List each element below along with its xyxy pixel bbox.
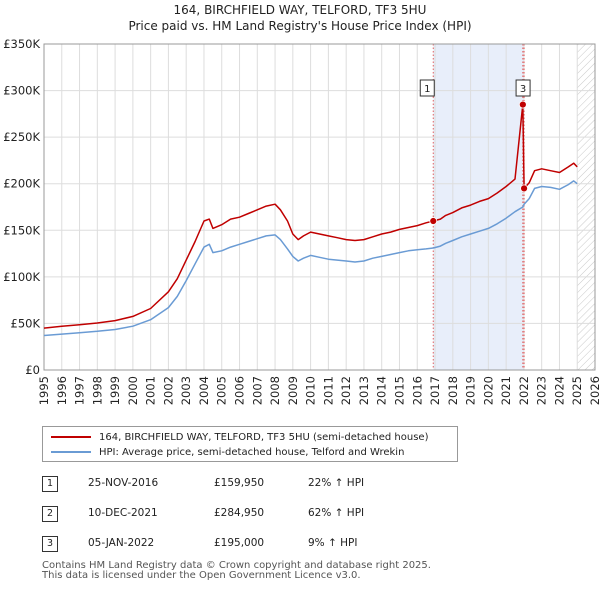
y-tick-label: £200K	[3, 177, 40, 191]
hpi-line	[43, 180, 578, 337]
x-tick-label: 2006	[233, 376, 247, 405]
sale-date: 10-DEC-2021	[88, 507, 158, 519]
x-tick-label: 2015	[392, 376, 406, 405]
x-tick-label: 2011	[321, 376, 335, 405]
x-tick-label: 2013	[357, 376, 371, 405]
y-tick-label: £300K	[3, 84, 40, 98]
sale-date: 25-NOV-2016	[88, 477, 159, 489]
chart-badge-label: 1	[424, 84, 430, 95]
property-price-line	[43, 103, 578, 329]
sale-price: £195,000	[214, 537, 265, 549]
x-tick-label: 2001	[144, 376, 158, 405]
footer-licence: This data is licensed under the Open Gov…	[42, 570, 361, 581]
x-tick-label: 2021	[499, 376, 513, 405]
x-tick-label: 2024	[552, 376, 566, 405]
legend-swatch-hpi	[51, 451, 91, 453]
legend-swatch-property	[51, 436, 91, 438]
sale-badge: 3	[42, 536, 58, 552]
sale-price: £284,950	[214, 507, 265, 519]
ownership-shade	[433, 44, 525, 370]
price-chart: £0 £50K £100K £150K £200K £250K £300K £350K 1995…	[3, 37, 600, 405]
x-tick-label: 2005	[215, 376, 229, 405]
x-tick-label: 2014	[375, 376, 389, 405]
x-tick-label: 2002	[161, 376, 175, 405]
chart-badge-label: 3	[520, 84, 526, 95]
sale-point	[520, 184, 528, 193]
x-tick-label: 2020	[481, 376, 495, 405]
x-tick-label: 2010	[304, 376, 318, 405]
y-tick-label: £100K	[3, 270, 40, 284]
y-tick-label: £50K	[11, 316, 41, 330]
legend: 164, BIRCHFIELD WAY, TELFORD, TF3 5HU (s…	[42, 426, 458, 462]
x-tick-label: 2003	[179, 376, 193, 405]
y-tick-label: £350K	[3, 37, 40, 51]
sale-row: 3 05-JAN-2022 £195,000 9% ↑ HPI	[42, 534, 402, 554]
x-tick-label: 2012	[339, 376, 353, 405]
x-tick-label: 2026	[588, 376, 600, 405]
y-tick-label: £0	[25, 363, 40, 377]
x-tick-label: 1997	[73, 376, 87, 405]
plot-frame	[43, 43, 596, 371]
x-tick-label: 1998	[90, 376, 104, 405]
x-tick-label: 2017	[428, 376, 442, 405]
x-tick-label: 2008	[268, 376, 282, 405]
x-tick-label: 2018	[446, 376, 460, 405]
legend-item-property: 164, BIRCHFIELD WAY, TELFORD, TF3 5HU (s…	[51, 430, 428, 444]
x-tick-label: 2023	[535, 376, 549, 405]
sale-price: £159,950	[214, 477, 265, 489]
x-tick-label: 2004	[197, 376, 211, 405]
chart-subtitle: Price paid vs. HM Land Registry's House …	[128, 19, 472, 33]
x-tick-label: 2016	[410, 376, 424, 405]
sale-badge: 1	[42, 476, 58, 492]
sale-hpi-change: 62% ↑ HPI	[308, 507, 365, 519]
x-tick-label: 2025	[570, 376, 584, 405]
sale-row: 1 25-NOV-2016 £159,950 22% ↑ HPI	[42, 474, 402, 494]
forecast-hatch	[577, 44, 595, 370]
x-tick-label: 2007	[250, 376, 264, 405]
chart-title: 164, BIRCHFIELD WAY, TELFORD, TF3 5HU	[173, 3, 427, 17]
sale-point	[518, 100, 527, 109]
x-tick-label: 1999	[108, 376, 122, 405]
sale-hpi-change: 9% ↑ HPI	[308, 537, 358, 549]
sale-point	[429, 217, 438, 225]
legend-item-hpi: HPI: Average price, semi-detached house,…	[51, 445, 404, 459]
chart-badge-box	[515, 79, 531, 97]
y-tick-label: £150K	[3, 223, 40, 237]
x-tick-label: 2019	[464, 376, 478, 405]
sale-date: 05-JAN-2022	[88, 537, 155, 549]
footer-copyright: Contains HM Land Registry data © Crown c…	[42, 560, 431, 571]
sale-badge: 2	[42, 506, 58, 522]
sale-row: 2 10-DEC-2021 £284,950 62% ↑ HPI	[42, 504, 402, 524]
x-tick-label: 1996	[55, 376, 69, 405]
chart-badge-box	[419, 79, 435, 97]
x-tick-label: 1995	[37, 376, 51, 405]
x-tick-label: 2009	[286, 376, 300, 405]
x-tick-label: 2000	[126, 376, 140, 405]
y-tick-label: £250K	[3, 130, 40, 144]
footer: Contains HM Land Registry data © Crown c…	[42, 561, 431, 581]
legend-label-property: 164, BIRCHFIELD WAY, TELFORD, TF3 5HU (s…	[99, 431, 429, 443]
legend-label-hpi: HPI: Average price, semi-detached house,…	[99, 446, 405, 458]
sale-hpi-change: 22% ↑ HPI	[308, 477, 365, 489]
x-tick-label: 2022	[517, 376, 531, 405]
